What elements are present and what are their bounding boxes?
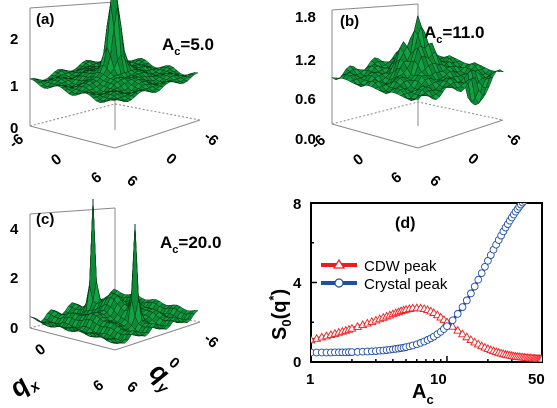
panel-c: 4 2 0 (c) Ac=20.0 0 6 -6 0 6 qx qy	[3, 199, 222, 406]
panel-c-zlabel-1: 2	[10, 270, 18, 287]
panel-b: 1.8 1.2 0.6 0.0 (b) Ac=11.0 -6 0 6 -6 0 …	[295, 3, 524, 190]
surface-cell	[110, 99, 118, 101]
panel-a-param: Ac=5.0	[162, 35, 214, 58]
panel-a-ytick-0: -6	[200, 128, 221, 150]
panel-b-xtick-2: 6	[388, 169, 405, 188]
surface-cell	[110, 337, 118, 340]
data-point	[527, 191, 534, 198]
panel-c-xtick-2: 6	[90, 377, 107, 396]
panel-a-ytick-1: 0	[162, 150, 179, 168]
data-point	[453, 325, 463, 334]
legend-cdw-marker	[332, 258, 346, 269]
data-point	[467, 289, 475, 298]
panel-d-label: (d)	[395, 215, 415, 232]
series-crystal-peak	[311, 185, 542, 357]
panel-c-label: (c)	[36, 211, 54, 228]
panel-d-xtick-1: 1	[306, 371, 314, 388]
panel-c-zlabel-0: 0	[10, 320, 18, 337]
data-point	[530, 189, 537, 196]
panel-a-xtick-1: 0	[48, 151, 65, 170]
panel-b-xtick-1: 0	[350, 151, 367, 170]
panel-b-param: Ac=11.0	[424, 23, 484, 46]
panel-b-zlabel-3: 1.8	[295, 9, 316, 26]
panel-b-zlabel-0: 0.0	[295, 131, 316, 148]
panel-c-surface	[29, 199, 199, 344]
panel-c-zlabel-2: 4	[10, 221, 19, 238]
data-point	[462, 296, 471, 305]
panel-d-xtick-50: 50	[528, 371, 545, 388]
surface-cell	[414, 94, 423, 100]
panel-b-surface	[331, 14, 504, 106]
data-point	[524, 194, 531, 201]
panel-a-zlabel-1: 1	[10, 78, 18, 95]
data-point	[528, 190, 535, 197]
data-point	[458, 303, 467, 311]
panel-b-label: (b)	[340, 13, 359, 30]
panel-d-ylabel: S0(q*)	[266, 289, 294, 340]
panel-a-zlabel-0: 0	[10, 120, 18, 137]
panel-c-xtick-1: 0	[32, 341, 49, 360]
panel-b-zlabel-1: 0.6	[295, 91, 316, 108]
panel-d: 8 4 0 1 10 50 (d) Ac S0(q*) CDW peak Cry…	[266, 185, 545, 407]
data-point	[525, 193, 532, 200]
data-point	[474, 275, 483, 284]
data-point	[477, 269, 486, 278]
data-point	[457, 329, 468, 338]
data-point	[470, 282, 479, 291]
panel-d-ytick-8: 8	[293, 196, 301, 213]
panel-a-ytick-2: 6	[123, 172, 140, 190]
surface-cell	[89, 199, 97, 301]
data-point	[448, 316, 457, 325]
panel-d-ticks	[310, 202, 543, 363]
panel-b-ytick-1: 0	[464, 150, 481, 168]
panel-d-ytick-0: 0	[293, 354, 301, 371]
panel-a: 2 1 0 (a) Ac=5.0 -6 0 6 -6 0 6	[6, 0, 222, 190]
legend-crystal-label: Crystal peak	[364, 276, 448, 293]
data-point	[443, 322, 451, 331]
panel-c-xlabel: qx	[3, 364, 44, 406]
panel-a-label: (a)	[36, 11, 54, 28]
data-point	[521, 203, 528, 205]
panel-c-ytick-0: -6	[200, 330, 221, 352]
data-point	[535, 185, 542, 192]
panel-c-param: Ac=20.0	[160, 233, 221, 256]
legend-crystal-marker	[334, 278, 344, 288]
panel-d-legend: CDW peak Crystal peak	[321, 258, 448, 293]
panel-d-ytick-4: 4	[293, 275, 302, 292]
panel-a-xtick-2: 6	[88, 169, 105, 188]
data-point	[534, 186, 541, 193]
data-point	[537, 354, 542, 362]
panel-a-surface	[29, 0, 199, 103]
data-point	[531, 188, 538, 195]
panel-d-series	[311, 185, 542, 362]
panel-d-xlabel: Ac	[412, 381, 434, 407]
data-point	[522, 196, 529, 203]
data-point	[453, 310, 462, 318]
panel-d-xtick-10: 10	[430, 371, 447, 388]
panel-b-zlabel-2: 1.2	[295, 52, 316, 69]
panel-c-ytick-2: 6	[123, 378, 140, 396]
panel-b-ytick-2: 6	[426, 172, 443, 190]
data-point	[532, 187, 539, 194]
legend-cdw-label: CDW peak	[364, 258, 437, 275]
panel-b-ytick-0: -6	[502, 128, 523, 150]
panel-a-zlabel-2: 2	[10, 31, 18, 48]
data-point	[462, 332, 472, 341]
series-cdw-peak	[311, 303, 542, 362]
data-point	[481, 262, 489, 271]
